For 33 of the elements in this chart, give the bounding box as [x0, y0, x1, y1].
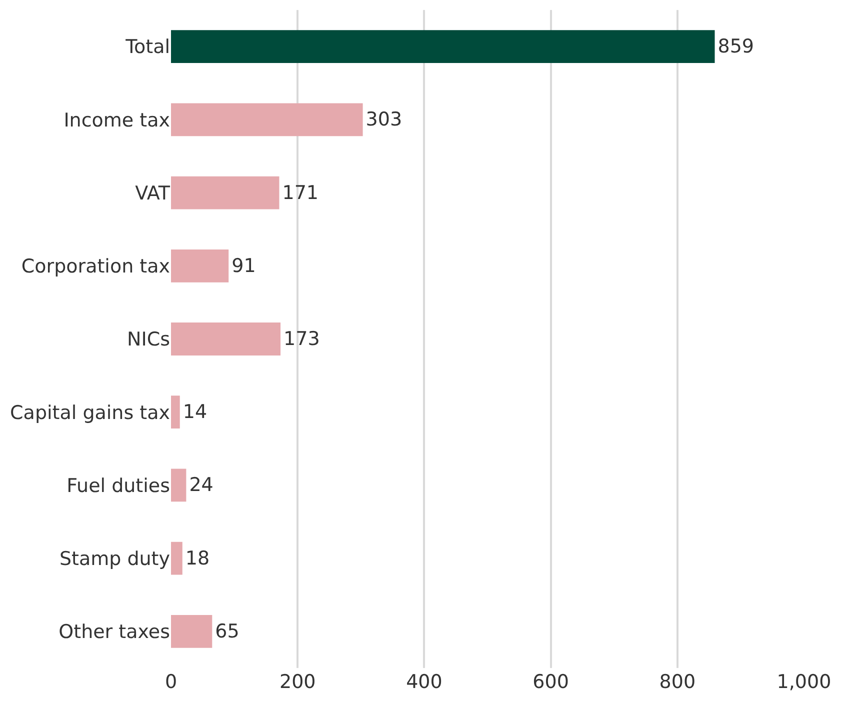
data-label: 303: [366, 108, 402, 131]
y-tick-label: VAT: [135, 182, 170, 204]
y-tick-label: Stamp duty: [59, 548, 170, 570]
y-tick-label: NICs: [127, 328, 170, 351]
data-label: 859: [718, 36, 754, 58]
data-label: 91: [232, 254, 256, 277]
y-tick-label: Corporation tax: [21, 256, 170, 278]
bar: [171, 614, 212, 648]
y-tick-label: Income tax: [64, 109, 170, 132]
data-label: 24: [189, 474, 214, 496]
x-tick-label: 1,000: [776, 671, 832, 693]
y-tick-label: Fuel duties: [66, 474, 170, 497]
x-tick-label: 0: [164, 671, 178, 693]
bar: [171, 103, 363, 136]
data-label: 65: [215, 620, 240, 642]
bar: [171, 30, 715, 64]
bar: [171, 468, 186, 502]
x-tick-label: 400: [406, 671, 442, 693]
x-tick-label: 800: [659, 671, 696, 693]
y-tick-label: Other taxes: [58, 621, 170, 644]
data-label: 173: [284, 328, 320, 350]
bar: [171, 176, 280, 210]
bar: [171, 542, 182, 575]
data-label: 171: [282, 182, 319, 204]
data-label: 18: [185, 547, 210, 570]
x-tick-label: 600: [532, 671, 569, 693]
bar: [171, 322, 281, 356]
y-tick-label: Total: [124, 36, 170, 58]
bar: [171, 249, 229, 282]
bar: [171, 396, 180, 429]
x-tick-label: 200: [279, 671, 316, 693]
data-label: 14: [182, 401, 208, 424]
y-tick-label: Capital gains tax: [10, 402, 170, 424]
